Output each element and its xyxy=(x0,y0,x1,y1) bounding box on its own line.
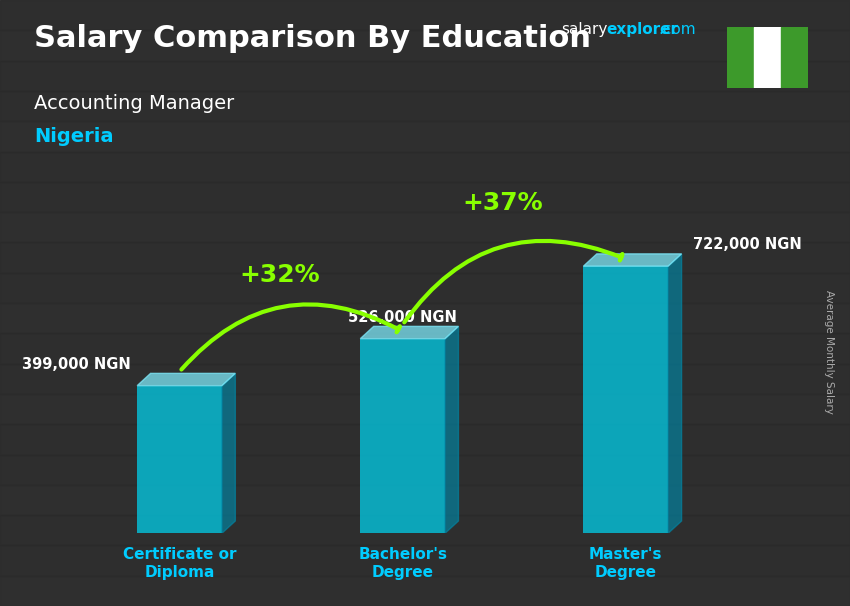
Text: Salary Comparison By Education: Salary Comparison By Education xyxy=(34,24,591,53)
Text: +37%: +37% xyxy=(462,191,543,215)
Text: Accounting Manager: Accounting Manager xyxy=(34,94,235,113)
Bar xyxy=(0,121,850,152)
Polygon shape xyxy=(668,254,682,533)
Bar xyxy=(0,91,850,121)
Bar xyxy=(0,545,850,576)
Bar xyxy=(0,212,850,242)
Bar xyxy=(0,333,850,364)
Text: salary: salary xyxy=(561,22,608,37)
Text: +32%: +32% xyxy=(240,264,320,287)
Bar xyxy=(0,424,850,454)
Polygon shape xyxy=(583,254,682,266)
Bar xyxy=(0,152,850,182)
Bar xyxy=(0,576,850,606)
Bar xyxy=(0,273,850,303)
Text: .com: .com xyxy=(659,22,696,37)
Bar xyxy=(780,27,808,88)
Bar xyxy=(0,454,850,485)
Bar xyxy=(0,515,850,545)
Bar xyxy=(583,266,668,533)
Bar xyxy=(0,242,850,273)
Text: 722,000 NGN: 722,000 NGN xyxy=(693,237,802,252)
Text: explorer: explorer xyxy=(606,22,678,37)
Bar xyxy=(0,303,850,333)
Polygon shape xyxy=(222,373,235,533)
Bar xyxy=(754,27,780,88)
Bar xyxy=(0,61,850,91)
Bar xyxy=(0,0,850,30)
Text: Nigeria: Nigeria xyxy=(34,127,114,146)
Polygon shape xyxy=(445,327,458,533)
Bar xyxy=(0,394,850,424)
Text: 399,000 NGN: 399,000 NGN xyxy=(22,356,130,371)
Polygon shape xyxy=(137,373,235,385)
Bar xyxy=(0,364,850,394)
Bar xyxy=(360,339,445,533)
Bar xyxy=(137,385,222,533)
Bar xyxy=(0,30,850,61)
Bar xyxy=(0,182,850,212)
Bar xyxy=(0,485,850,515)
Text: Average Monthly Salary: Average Monthly Salary xyxy=(824,290,834,413)
Bar xyxy=(727,27,754,88)
Text: 526,000 NGN: 526,000 NGN xyxy=(348,310,457,325)
Polygon shape xyxy=(360,327,458,339)
